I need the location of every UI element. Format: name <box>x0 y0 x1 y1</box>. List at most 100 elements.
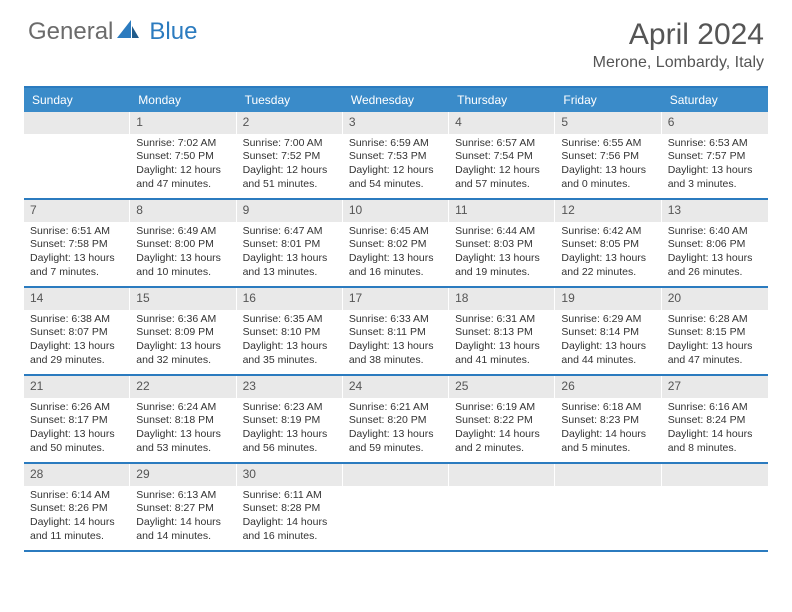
sunrise-line: Sunrise: 6:51 AM <box>30 225 124 239</box>
day-number: 10 <box>343 200 449 222</box>
day-cell: 26Sunrise: 6:18 AMSunset: 8:23 PMDayligh… <box>555 376 661 462</box>
day-details: Sunrise: 6:29 AMSunset: 8:14 PMDaylight:… <box>555 310 661 374</box>
day-cell: 5Sunrise: 6:55 AMSunset: 7:56 PMDaylight… <box>555 112 661 198</box>
day-header: Thursday <box>449 88 555 112</box>
day-number: 9 <box>237 200 343 222</box>
day-number: 23 <box>237 376 343 398</box>
day-number: 19 <box>555 288 661 310</box>
week-row: 28Sunrise: 6:14 AMSunset: 8:26 PMDayligh… <box>24 464 768 552</box>
daylight-line: Daylight: 13 hours and 59 minutes. <box>349 428 443 455</box>
sunset-line: Sunset: 8:23 PM <box>561 414 655 428</box>
daylight-line: Daylight: 13 hours and 44 minutes. <box>561 340 655 367</box>
day-cell: 6Sunrise: 6:53 AMSunset: 7:57 PMDaylight… <box>662 112 768 198</box>
day-cell: 25Sunrise: 6:19 AMSunset: 8:22 PMDayligh… <box>449 376 555 462</box>
sunrise-line: Sunrise: 6:28 AM <box>668 313 762 327</box>
day-number: 15 <box>130 288 236 310</box>
day-cell: . <box>662 464 768 550</box>
day-number: 8 <box>130 200 236 222</box>
day-cell: 23Sunrise: 6:23 AMSunset: 8:19 PMDayligh… <box>237 376 343 462</box>
day-details: Sunrise: 6:57 AMSunset: 7:54 PMDaylight:… <box>449 134 555 198</box>
sunrise-line: Sunrise: 6:23 AM <box>243 401 337 415</box>
day-details: Sunrise: 6:45 AMSunset: 8:02 PMDaylight:… <box>343 222 449 286</box>
day-details: Sunrise: 6:36 AMSunset: 8:09 PMDaylight:… <box>130 310 236 374</box>
day-details: Sunrise: 6:59 AMSunset: 7:53 PMDaylight:… <box>343 134 449 198</box>
sunrise-line: Sunrise: 6:45 AM <box>349 225 443 239</box>
daylight-line: Daylight: 12 hours and 57 minutes. <box>455 164 549 191</box>
day-cell: 19Sunrise: 6:29 AMSunset: 8:14 PMDayligh… <box>555 288 661 374</box>
daylight-line: Daylight: 13 hours and 41 minutes. <box>455 340 549 367</box>
day-details: Sunrise: 6:53 AMSunset: 7:57 PMDaylight:… <box>662 134 768 198</box>
daylight-line: Daylight: 13 hours and 29 minutes. <box>30 340 124 367</box>
day-number: 30 <box>237 464 343 486</box>
day-number: 1 <box>130 112 236 134</box>
day-details: Sunrise: 6:28 AMSunset: 8:15 PMDaylight:… <box>662 310 768 374</box>
day-cell: 12Sunrise: 6:42 AMSunset: 8:05 PMDayligh… <box>555 200 661 286</box>
day-number: 28 <box>24 464 130 486</box>
daylight-line: Daylight: 13 hours and 10 minutes. <box>136 252 230 279</box>
day-number: 2 <box>237 112 343 134</box>
day-details: Sunrise: 6:19 AMSunset: 8:22 PMDaylight:… <box>449 398 555 462</box>
day-cell: 30Sunrise: 6:11 AMSunset: 8:28 PMDayligh… <box>237 464 343 550</box>
day-cell: 7Sunrise: 6:51 AMSunset: 7:58 PMDaylight… <box>24 200 130 286</box>
day-details: Sunrise: 6:18 AMSunset: 8:23 PMDaylight:… <box>555 398 661 462</box>
day-details: Sunrise: 6:40 AMSunset: 8:06 PMDaylight:… <box>662 222 768 286</box>
day-number: 20 <box>662 288 768 310</box>
sunset-line: Sunset: 7:57 PM <box>668 150 762 164</box>
day-number: . <box>343 464 449 486</box>
day-cell: 9Sunrise: 6:47 AMSunset: 8:01 PMDaylight… <box>237 200 343 286</box>
sunset-line: Sunset: 8:11 PM <box>349 326 443 340</box>
day-number: 12 <box>555 200 661 222</box>
day-number: . <box>662 464 768 486</box>
sunset-line: Sunset: 8:26 PM <box>30 502 124 516</box>
daylight-line: Daylight: 13 hours and 19 minutes. <box>455 252 549 279</box>
sunrise-line: Sunrise: 6:31 AM <box>455 313 549 327</box>
sunset-line: Sunset: 7:56 PM <box>561 150 655 164</box>
day-number: 14 <box>24 288 130 310</box>
month-title: April 2024 <box>593 18 764 52</box>
day-cell: . <box>449 464 555 550</box>
day-cell: 1Sunrise: 7:02 AMSunset: 7:50 PMDaylight… <box>130 112 236 198</box>
day-header: Wednesday <box>343 88 449 112</box>
logo-text-blue: Blue <box>149 18 197 46</box>
week-row: 21Sunrise: 6:26 AMSunset: 8:17 PMDayligh… <box>24 376 768 464</box>
day-cell: 21Sunrise: 6:26 AMSunset: 8:17 PMDayligh… <box>24 376 130 462</box>
day-number: 13 <box>662 200 768 222</box>
sunset-line: Sunset: 8:13 PM <box>455 326 549 340</box>
daylight-line: Daylight: 14 hours and 14 minutes. <box>136 516 230 543</box>
sunset-line: Sunset: 8:09 PM <box>136 326 230 340</box>
day-details: Sunrise: 6:14 AMSunset: 8:26 PMDaylight:… <box>24 486 130 550</box>
sunset-line: Sunset: 8:10 PM <box>243 326 337 340</box>
daylight-line: Daylight: 14 hours and 5 minutes. <box>561 428 655 455</box>
day-number: 6 <box>662 112 768 134</box>
day-details: Sunrise: 6:23 AMSunset: 8:19 PMDaylight:… <box>237 398 343 462</box>
day-number: 4 <box>449 112 555 134</box>
title-block: April 2024 Merone, Lombardy, Italy <box>593 18 764 72</box>
sunrise-line: Sunrise: 6:24 AM <box>136 401 230 415</box>
sunset-line: Sunset: 8:20 PM <box>349 414 443 428</box>
day-number: 29 <box>130 464 236 486</box>
sunset-line: Sunset: 7:54 PM <box>455 150 549 164</box>
day-cell: 11Sunrise: 6:44 AMSunset: 8:03 PMDayligh… <box>449 200 555 286</box>
sunset-line: Sunset: 8:27 PM <box>136 502 230 516</box>
day-number: . <box>24 112 130 134</box>
day-cell: . <box>343 464 449 550</box>
day-details: Sunrise: 6:24 AMSunset: 8:18 PMDaylight:… <box>130 398 236 462</box>
day-number: 3 <box>343 112 449 134</box>
day-cell: 15Sunrise: 6:36 AMSunset: 8:09 PMDayligh… <box>130 288 236 374</box>
sunset-line: Sunset: 8:06 PM <box>668 238 762 252</box>
day-details: Sunrise: 6:31 AMSunset: 8:13 PMDaylight:… <box>449 310 555 374</box>
sunset-line: Sunset: 8:28 PM <box>243 502 337 516</box>
sunrise-line: Sunrise: 6:44 AM <box>455 225 549 239</box>
daylight-line: Daylight: 12 hours and 47 minutes. <box>136 164 230 191</box>
sunset-line: Sunset: 8:01 PM <box>243 238 337 252</box>
day-number: . <box>449 464 555 486</box>
sunrise-line: Sunrise: 6:19 AM <box>455 401 549 415</box>
sunset-line: Sunset: 8:00 PM <box>136 238 230 252</box>
daylight-line: Daylight: 12 hours and 51 minutes. <box>243 164 337 191</box>
day-number: . <box>555 464 661 486</box>
daylight-line: Daylight: 12 hours and 54 minutes. <box>349 164 443 191</box>
sunrise-line: Sunrise: 6:16 AM <box>668 401 762 415</box>
day-number: 5 <box>555 112 661 134</box>
sunrise-line: Sunrise: 6:47 AM <box>243 225 337 239</box>
weeks-container: .1Sunrise: 7:02 AMSunset: 7:50 PMDayligh… <box>24 112 768 552</box>
